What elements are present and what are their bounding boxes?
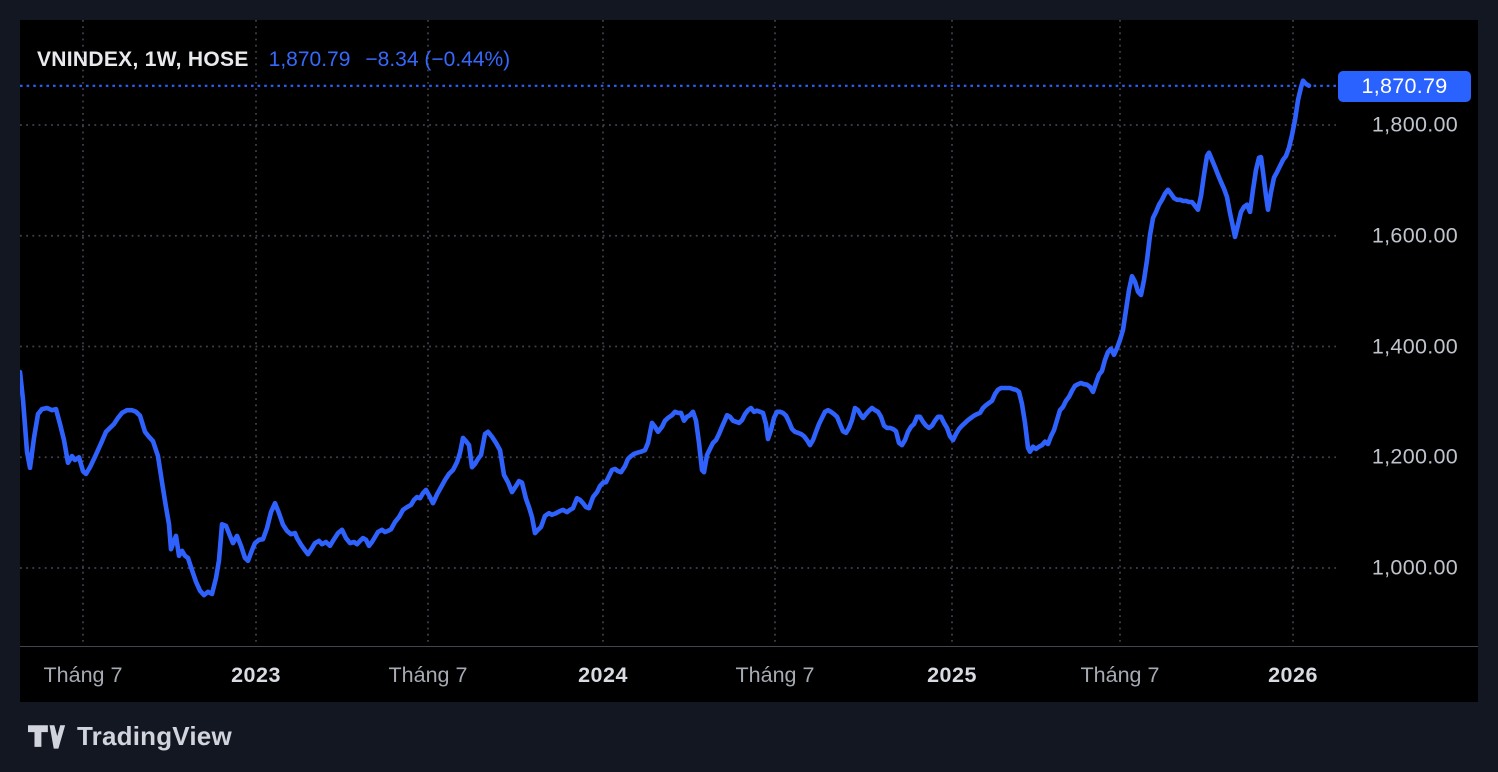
tradingview-attribution[interactable]: TradingView [28, 716, 232, 756]
price-axis-label: 1,000.00 [1371, 555, 1458, 580]
time-axis-label: Tháng 7 [43, 663, 123, 687]
price-axis-label: 1,200.00 [1371, 444, 1458, 469]
vnindex-price-series [20, 78, 1312, 598]
chart-area[interactable]: VNINDEX, 1W, HOSE 1,870.79 −8.34 (−0.44%… [20, 20, 1478, 702]
time-axis[interactable]: Tháng 7 2023 Tháng 7 2024 Tháng 7 2025 Tháng 7… [20, 646, 1478, 703]
tradingview-logo-icon[interactable] [28, 722, 66, 751]
price-axis-label: 1,800.00 [1371, 112, 1458, 137]
time-axis-label: 2026 [1268, 663, 1318, 687]
tradingview-wordmark: TradingView [77, 720, 232, 751]
time-axis-label: Tháng 7 [388, 663, 468, 687]
price-axis[interactable]: 1,800.00 1,600.00 1,400.00 1,200.00 1,000.00 [20, 20, 1478, 646]
price-axis-label: 1,400.00 [1371, 334, 1458, 358]
symbol-title[interactable]: VNINDEX, 1W, HOSE [37, 48, 249, 71]
chart-legend[interactable]: VNINDEX, 1W, HOSE 1,870.79 −8.34 (−0.44%… [37, 48, 510, 72]
last-price-value: 1,870.79 [268, 48, 351, 71]
price-change-value: −8.34 (−0.44%) [365, 48, 511, 71]
price-axis-label: 1,600.00 [1371, 223, 1458, 248]
time-axis-label: 2023 [231, 663, 281, 687]
current-price-label: 1,870.79 [1361, 74, 1448, 98]
time-axis-label: Tháng 7 [735, 663, 815, 687]
time-axis-label: Tháng 7 [1080, 663, 1160, 687]
time-axis-label: 2025 [927, 663, 977, 687]
time-axis-label: 2024 [578, 663, 628, 687]
price-line-chart [20, 20, 1338, 645]
current-price-badge: 1,870.79 [1338, 71, 1471, 102]
